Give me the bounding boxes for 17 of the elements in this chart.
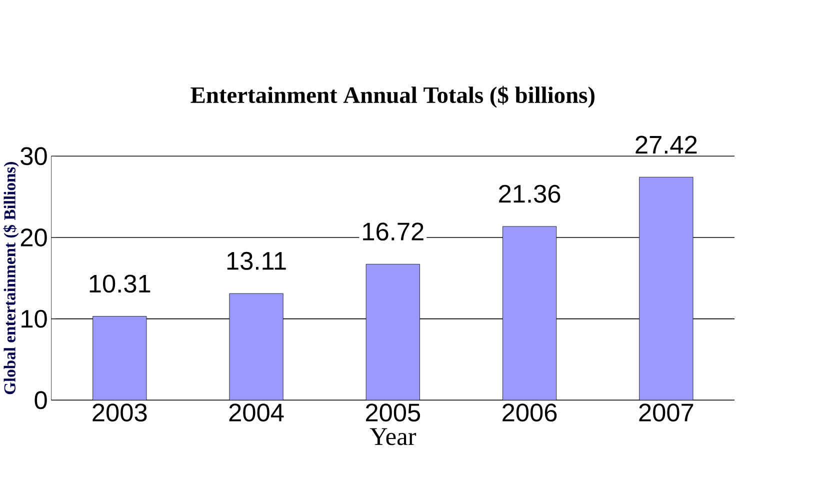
y-tick-label: 0 — [34, 391, 47, 410]
x-tick-label: 2007 — [639, 404, 694, 422]
x-tick-label: 2005 — [366, 404, 420, 422]
x-tick-label: 2004 — [229, 404, 284, 422]
x-tick-label: 2003 — [92, 404, 147, 422]
y-tick-label: 10 — [22, 310, 47, 328]
x-tick-label: 2006 — [502, 404, 557, 422]
chart-title: Entertainment Annual Totals ($ billions) — [190, 86, 594, 108]
data-label: 13.11 — [227, 252, 286, 270]
y-tick-label: 20 — [20, 228, 47, 247]
y-tick-label: 30 — [20, 147, 47, 166]
y-axis-title: Global entertainment ($ Billions) — [3, 162, 19, 394]
data-label: 21.36 — [499, 185, 560, 203]
x-axis-title: Year — [370, 428, 416, 446]
data-label: 27.42 — [636, 136, 697, 154]
data-label: 10.31 — [90, 274, 150, 293]
data-label: 16.72 — [363, 222, 424, 241]
